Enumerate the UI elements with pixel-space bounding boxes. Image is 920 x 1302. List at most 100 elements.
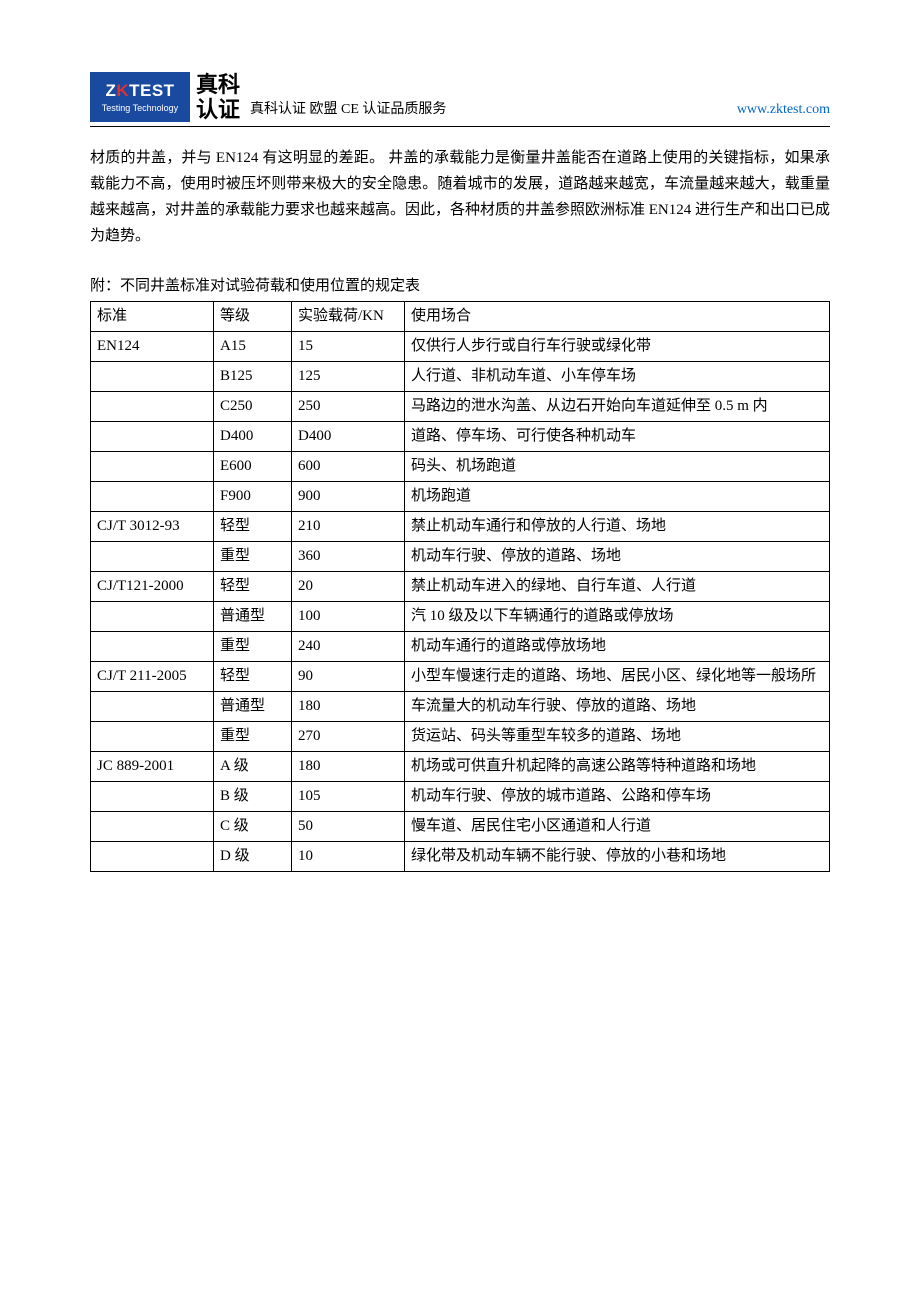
table-cell: 270 (292, 722, 405, 752)
table-cell (91, 392, 214, 422)
table-cell: D400 (214, 422, 292, 452)
logo-mid: K (116, 81, 129, 100)
table-cell (91, 482, 214, 512)
table-header-row: 标准 等级 实验载荷/KN 使用场合 (91, 302, 830, 332)
table-row: 普通型100汽 10 级及以下车辆通行的道路或停放场 (91, 602, 830, 632)
table-cell: B125 (214, 362, 292, 392)
header-title: 真科认证 欧盟 CE 认证品质服务 (250, 98, 737, 122)
table-cell: 车流量大的机动车行驶、停放的道路、场地 (405, 692, 830, 722)
th-usage: 使用场合 (405, 302, 830, 332)
table-cell: 禁止机动车进入的绿地、自行车道、人行道 (405, 572, 830, 602)
table-cell: 仅供行人步行或自行车行驶或绿化带 (405, 332, 830, 362)
table-cell (91, 362, 214, 392)
table-cell: 50 (292, 812, 405, 842)
table-cell: 重型 (214, 722, 292, 752)
table-cell: E600 (214, 452, 292, 482)
table-cell: 绿化带及机动车辆不能行驶、停放的小巷和场地 (405, 842, 830, 872)
table-cell: 码头、机场跑道 (405, 452, 830, 482)
table-cell: 重型 (214, 542, 292, 572)
table-cell: CJ/T121-2000 (91, 572, 214, 602)
table-cell: B 级 (214, 782, 292, 812)
table-cell: 20 (292, 572, 405, 602)
table-cell (91, 452, 214, 482)
table-cell: A15 (214, 332, 292, 362)
table-cell: 道路、停车场、可行使各种机动车 (405, 422, 830, 452)
table-cell: 机动车通行的道路或停放场地 (405, 632, 830, 662)
table-cell: 900 (292, 482, 405, 512)
table-row: B125125人行道、非机动车道、小车停车场 (91, 362, 830, 392)
logo-cn-line1: 真科 (196, 72, 240, 97)
table-cell: 慢车道、居民住宅小区通道和人行道 (405, 812, 830, 842)
table-cell (91, 722, 214, 752)
table-cell: 100 (292, 602, 405, 632)
logo-text-cn: 真科 认证 (196, 72, 240, 122)
table-cell: 90 (292, 662, 405, 692)
table-row: E600600码头、机场跑道 (91, 452, 830, 482)
table-cell: CJ/T 211-2005 (91, 662, 214, 692)
table-row: B 级105机动车行驶、停放的城市道路、公路和停车场 (91, 782, 830, 812)
table-cell: 240 (292, 632, 405, 662)
table-cell: C 级 (214, 812, 292, 842)
table-cell: 禁止机动车通行和停放的人行道、场地 (405, 512, 830, 542)
table-cell (91, 812, 214, 842)
table-row: C250250马路边的泄水沟盖、从边石开始向车道延伸至 0.5 m 内 (91, 392, 830, 422)
table-row: CJ/T121-2000轻型20禁止机动车进入的绿地、自行车道、人行道 (91, 572, 830, 602)
table-cell: 360 (292, 542, 405, 572)
logo-suffix: TEST (129, 81, 174, 100)
th-grade: 等级 (214, 302, 292, 332)
logo-subtext: Testing Technology (102, 103, 178, 113)
table-cell: A 级 (214, 752, 292, 782)
table-row: JC 889-2001A 级180机场或可供直升机起降的高速公路等特种道路和场地 (91, 752, 830, 782)
page-header: ZKTEST Testing Technology 真科 认证 真科认证 欧盟 … (90, 72, 830, 127)
logo-text-en: ZKTEST (105, 81, 174, 101)
logo-cn-line2: 认证 (196, 97, 240, 122)
table-cell: F900 (214, 482, 292, 512)
table-cell: 轻型 (214, 572, 292, 602)
table-cell (91, 692, 214, 722)
table-row: 重型240机动车通行的道路或停放场地 (91, 632, 830, 662)
table-cell: 180 (292, 692, 405, 722)
table-cell: 马路边的泄水沟盖、从边石开始向车道延伸至 0.5 m 内 (405, 392, 830, 422)
table-cell: 普通型 (214, 602, 292, 632)
table-cell (91, 632, 214, 662)
table-cell: 600 (292, 452, 405, 482)
logo-badge: ZKTEST Testing Technology (90, 72, 190, 122)
table-cell: 机场跑道 (405, 482, 830, 512)
table-cell: D 级 (214, 842, 292, 872)
table-cell: 汽 10 级及以下车辆通行的道路或停放场 (405, 602, 830, 632)
table-cell: 小型车慢速行走的道路、场地、居民小区、绿化地等一般场所 (405, 662, 830, 692)
table-cell: 180 (292, 752, 405, 782)
table-cell (91, 842, 214, 872)
header-url: www.zktest.com (737, 102, 830, 122)
table-cell: 10 (292, 842, 405, 872)
table-row: F900900机场跑道 (91, 482, 830, 512)
table-cell: C250 (214, 392, 292, 422)
table-row: D400D400道路、停车场、可行使各种机动车 (91, 422, 830, 452)
table-cell: 重型 (214, 632, 292, 662)
table-cell: 机场或可供直升机起降的高速公路等特种道路和场地 (405, 752, 830, 782)
table-caption: 附：不同井盖标准对试验荷载和使用位置的规定表 (90, 273, 830, 299)
standards-table: 标准 等级 实验载荷/KN 使用场合 EN124A1515仅供行人步行或自行车行… (90, 301, 830, 872)
table-cell (91, 542, 214, 572)
table-row: CJ/T 3012-93轻型210禁止机动车通行和停放的人行道、场地 (91, 512, 830, 542)
table-row: C 级50慢车道、居民住宅小区通道和人行道 (91, 812, 830, 842)
table-cell: 货运站、码头等重型车较多的道路、场地 (405, 722, 830, 752)
th-standard: 标准 (91, 302, 214, 332)
th-load: 实验载荷/KN (292, 302, 405, 332)
table-row: CJ/T 211-2005轻型90小型车慢速行走的道路、场地、居民小区、绿化地等… (91, 662, 830, 692)
table-cell: 105 (292, 782, 405, 812)
table-cell: 轻型 (214, 512, 292, 542)
table-cell: 125 (292, 362, 405, 392)
table-row: 重型270货运站、码头等重型车较多的道路、场地 (91, 722, 830, 752)
table-cell: 普通型 (214, 692, 292, 722)
table-cell: JC 889-2001 (91, 752, 214, 782)
table-cell: 机动车行驶、停放的道路、场地 (405, 542, 830, 572)
table-row: 重型360机动车行驶、停放的道路、场地 (91, 542, 830, 572)
table-cell: EN124 (91, 332, 214, 362)
table-row: D 级10绿化带及机动车辆不能行驶、停放的小巷和场地 (91, 842, 830, 872)
table-cell (91, 602, 214, 632)
table-cell: 15 (292, 332, 405, 362)
table-cell: 250 (292, 392, 405, 422)
table-cell: 210 (292, 512, 405, 542)
table-cell: 机动车行驶、停放的城市道路、公路和停车场 (405, 782, 830, 812)
